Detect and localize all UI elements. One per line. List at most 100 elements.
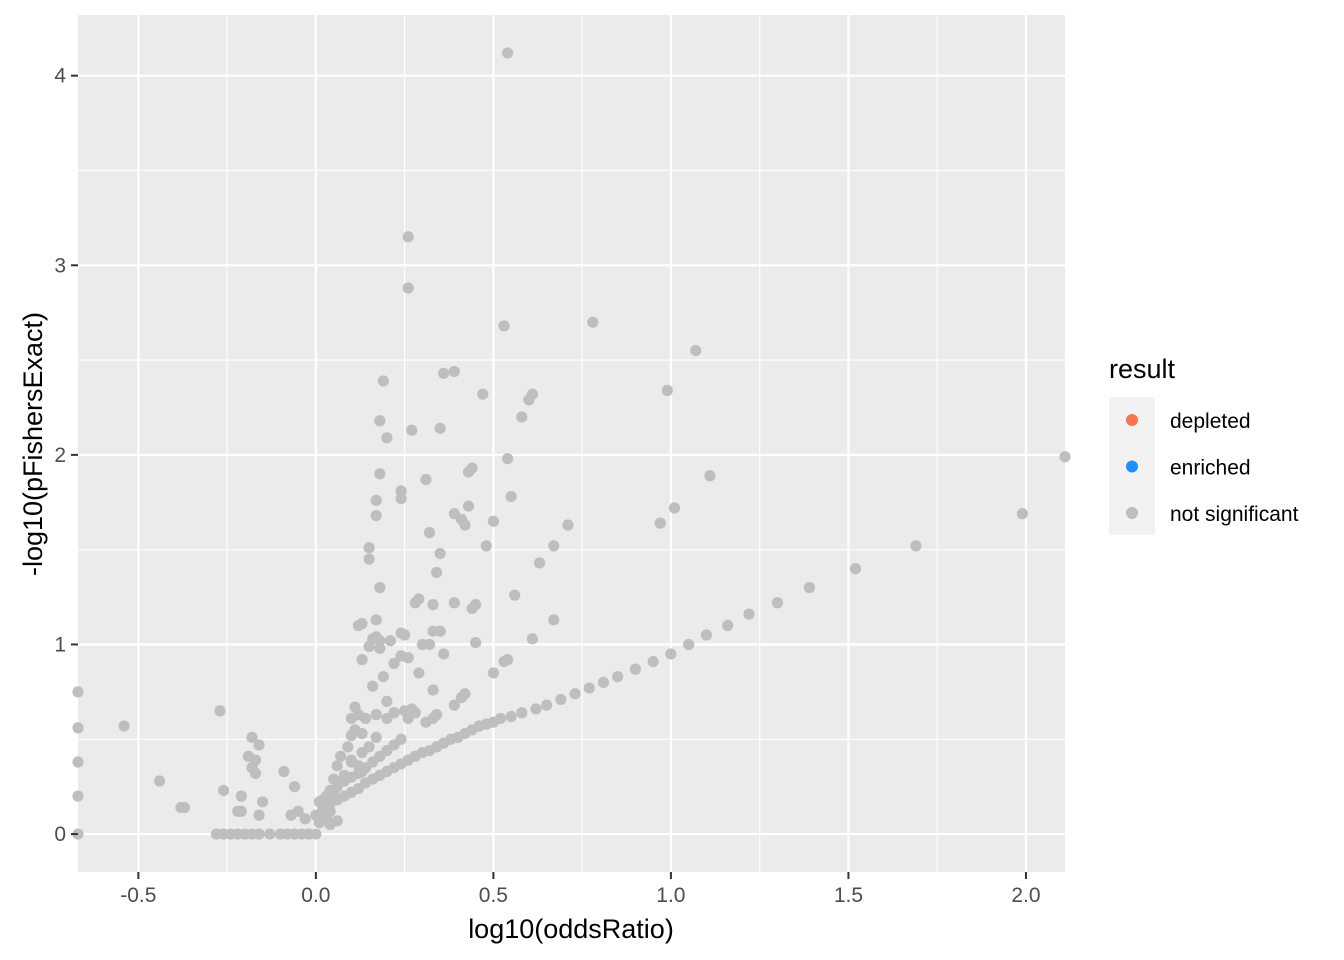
data-point — [310, 809, 322, 821]
data-point — [413, 667, 425, 679]
data-point — [541, 699, 553, 711]
data-point — [427, 599, 439, 611]
data-point — [72, 790, 84, 802]
data-point — [363, 542, 375, 554]
data-point — [665, 648, 677, 660]
data-point — [381, 432, 393, 444]
data-point — [374, 581, 386, 594]
data-point — [409, 597, 421, 609]
data-point — [668, 502, 681, 514]
data-point — [402, 652, 414, 664]
data-point — [661, 384, 673, 397]
x-tick-label: 0.5 — [479, 884, 508, 907]
data-point — [438, 648, 450, 660]
data-point — [249, 767, 262, 780]
data-point — [448, 365, 460, 378]
data-point — [434, 547, 446, 560]
x-axis-title: log10(oddsRatio) — [468, 914, 674, 944]
data-point — [587, 316, 599, 328]
data-point — [374, 642, 386, 654]
y-axis-title: -log10(pFishersExact) — [18, 312, 48, 576]
data-point — [704, 470, 716, 482]
data-point — [370, 494, 382, 506]
data-point — [533, 557, 546, 569]
data-point — [214, 705, 226, 717]
data-point — [399, 629, 411, 641]
y-tick-label: 2 — [54, 444, 66, 467]
data-point — [381, 712, 393, 725]
legend-title: result — [1109, 354, 1176, 384]
legend-entries: depleted enriched not significant — [1126, 410, 1299, 526]
data-point — [377, 375, 389, 387]
data-point — [402, 231, 414, 243]
data-point — [455, 691, 468, 704]
data-point — [501, 453, 514, 465]
data-point — [402, 712, 414, 725]
data-point — [548, 614, 560, 626]
data-point — [548, 540, 560, 552]
data-point — [278, 765, 290, 778]
plot-panel — [78, 15, 1065, 872]
data-point — [154, 775, 166, 787]
data-point — [629, 663, 642, 675]
data-point — [370, 731, 382, 743]
data-point — [257, 796, 269, 808]
data-point — [335, 750, 347, 762]
data-point — [466, 602, 478, 615]
data-point — [235, 805, 247, 817]
data-point — [516, 707, 528, 719]
data-point — [285, 809, 297, 821]
data-point — [771, 597, 784, 609]
data-point — [402, 282, 414, 294]
data-point — [352, 619, 365, 632]
x-tick-label: 1.0 — [656, 884, 685, 907]
data-point — [487, 667, 499, 679]
data-point — [310, 828, 322, 840]
data-point — [498, 320, 510, 332]
data-point — [253, 809, 265, 821]
data-point — [910, 540, 922, 552]
data-point — [72, 722, 84, 734]
data-point — [356, 746, 368, 759]
data-point — [505, 490, 517, 503]
legend-label-depleted: depleted — [1170, 410, 1251, 433]
data-point — [849, 563, 862, 575]
data-point — [498, 655, 510, 668]
data-point — [367, 680, 379, 692]
data-point — [363, 640, 375, 652]
data-point — [253, 828, 265, 840]
data-point — [1059, 451, 1071, 463]
data-point — [388, 657, 400, 670]
data-point — [377, 671, 389, 683]
data-point — [395, 492, 407, 505]
data-point — [235, 790, 247, 802]
major-gridlines — [78, 15, 1065, 872]
data-point — [299, 813, 311, 825]
data-point — [487, 515, 499, 527]
data-point — [331, 760, 343, 772]
data-point — [118, 720, 130, 732]
data-point — [743, 608, 755, 620]
data-point — [370, 709, 382, 721]
data-point — [430, 566, 443, 579]
data-point — [356, 727, 368, 740]
x-tick-label: -0.5 — [120, 884, 156, 907]
data-point — [448, 597, 460, 609]
legend: result depleted enriched not significant — [1109, 354, 1299, 535]
data-point — [516, 411, 528, 423]
data-point — [480, 540, 492, 552]
data-point — [423, 638, 436, 651]
data-point — [462, 466, 475, 478]
data-point — [700, 629, 713, 641]
data-point — [288, 781, 301, 793]
x-axis-ticks: -0.5 0.0 0.5 1.0 1.5 2.0 — [120, 872, 1041, 907]
data-point — [434, 625, 446, 637]
data-point — [494, 712, 507, 725]
data-point — [374, 468, 386, 480]
data-point — [526, 633, 539, 645]
data-point — [72, 686, 84, 698]
data-point — [384, 635, 397, 647]
data-point — [427, 684, 439, 696]
data-point — [246, 731, 258, 743]
